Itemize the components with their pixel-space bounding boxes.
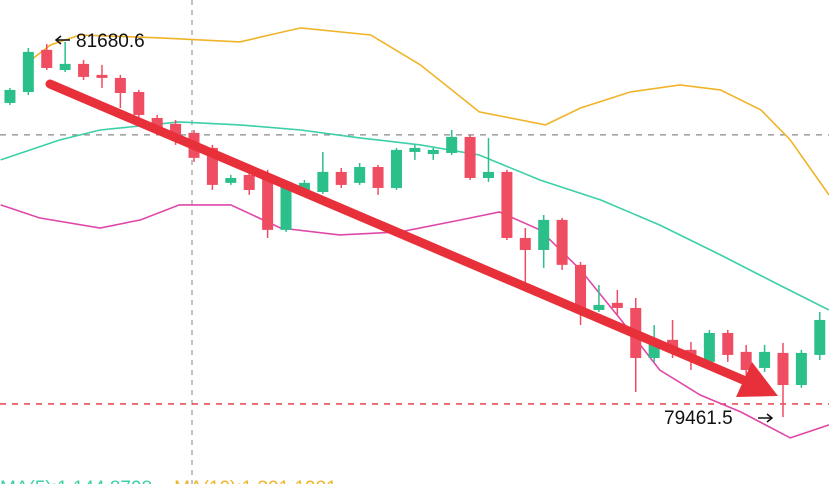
candle-body — [372, 166, 384, 188]
candle-body — [409, 147, 421, 152]
candle-body — [335, 171, 347, 185]
candle-body — [4, 89, 16, 103]
candle-body — [170, 123, 182, 138]
candle-body — [501, 171, 513, 238]
candle-body — [390, 149, 402, 188]
legend-item: MA(10):1,391.1981 — [174, 478, 337, 484]
candle-body — [446, 136, 458, 153]
candle-body — [611, 302, 623, 308]
candle-body — [225, 177, 237, 183]
high-label: 81680.6 — [76, 31, 145, 52]
candle-body — [648, 339, 660, 358]
candle-body — [354, 166, 366, 183]
candle-body — [814, 319, 826, 355]
band-line — [0, 121, 829, 311]
candle-body — [759, 351, 771, 368]
candle-body — [262, 174, 274, 230]
legend-item: MA(5):1,144.8798 — [0, 478, 152, 484]
candle-body — [280, 184, 292, 230]
candle-body — [556, 219, 568, 265]
band-line — [0, 204, 829, 439]
trend-arrow — [45, 79, 778, 397]
candle-body — [593, 304, 605, 310]
candle-body — [795, 352, 807, 386]
candle-body — [133, 91, 145, 115]
candle-body — [298, 182, 310, 190]
candle-body — [464, 136, 476, 178]
candle-body — [96, 74, 108, 78]
candle-body — [575, 264, 587, 308]
candle-body — [22, 51, 34, 92]
arrow-shaft — [45, 79, 753, 387]
plot — [0, 27, 829, 439]
candle-body — [722, 332, 734, 355]
candle-body — [78, 63, 90, 77]
candle-body — [151, 117, 163, 128]
candle-body — [538, 219, 550, 250]
low-marker: 79461.5 — [664, 408, 774, 429]
candle-body — [427, 149, 439, 154]
candle-body — [777, 352, 789, 386]
candle-body — [206, 147, 218, 185]
low-label: 79461.5 — [664, 408, 733, 429]
candle-body — [703, 332, 715, 362]
candle-body — [317, 171, 329, 193]
candle-body — [114, 77, 126, 93]
candle-body — [740, 351, 752, 370]
pointer-head — [54, 35, 62, 45]
candle-body — [243, 174, 255, 190]
pointer-head — [766, 413, 774, 423]
band-line — [24, 27, 829, 196]
candle-body — [41, 49, 53, 68]
candle-body — [59, 63, 71, 70]
candle-body — [519, 237, 531, 250]
candle-body — [482, 171, 494, 178]
legend: MA(5):1,144.8798 MA(10):1,391.1981 — [0, 478, 337, 484]
arrow-head — [736, 362, 778, 397]
high-marker: 81680.6 — [54, 31, 145, 52]
